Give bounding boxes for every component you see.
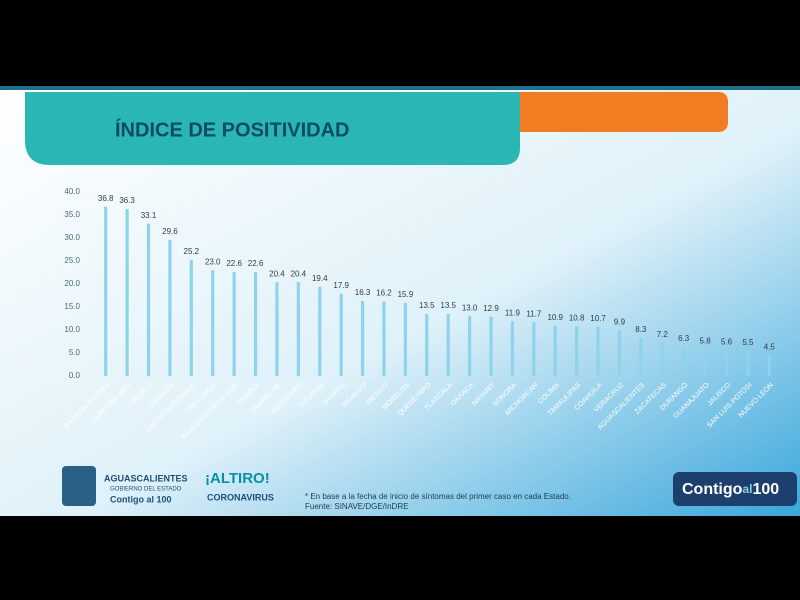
bar bbox=[617, 330, 622, 376]
bar bbox=[296, 282, 300, 376]
value-label: 20.4 bbox=[269, 269, 285, 278]
bar bbox=[339, 293, 343, 376]
value-label: 16.2 bbox=[376, 289, 392, 298]
bar bbox=[189, 260, 193, 376]
bar bbox=[253, 272, 258, 376]
value-label: 12.9 bbox=[483, 304, 499, 313]
bar bbox=[468, 316, 472, 376]
badge-box bbox=[673, 472, 797, 506]
state-slogan: Contigo al 100 bbox=[110, 494, 172, 504]
bar bbox=[660, 342, 664, 376]
value-label: 11.9 bbox=[505, 308, 521, 317]
badge-word: 100 bbox=[752, 481, 779, 498]
badge-word: Contigo bbox=[682, 481, 743, 498]
bar bbox=[639, 337, 643, 376]
bar bbox=[446, 313, 450, 376]
bar bbox=[724, 350, 729, 376]
value-label: 8.3 bbox=[635, 325, 647, 334]
value-label: 20.4 bbox=[291, 269, 307, 278]
value-label: 7.2 bbox=[657, 330, 669, 339]
bar bbox=[553, 325, 557, 376]
bar bbox=[146, 223, 151, 376]
y-tick-label: 35.0 bbox=[64, 210, 80, 219]
footnote: * En base a la fecha de inicio de síntom… bbox=[305, 492, 571, 501]
value-label: 13.0 bbox=[462, 303, 478, 312]
y-tick-label: 5.0 bbox=[69, 348, 81, 357]
y-tick-label: 20.0 bbox=[64, 279, 80, 288]
coat-of-arms bbox=[62, 466, 96, 506]
state-logo: AGUASCALIENTES GOBIERNO DEL ESTADO Conti… bbox=[62, 466, 188, 506]
bar bbox=[360, 301, 365, 376]
bar bbox=[532, 322, 536, 376]
bar bbox=[125, 209, 129, 376]
badge: Contigoal100 bbox=[673, 472, 797, 506]
bar bbox=[232, 272, 236, 376]
orange-banner bbox=[500, 92, 728, 132]
value-label: 36.8 bbox=[98, 194, 114, 203]
state-subtitle: GOBIERNO DEL ESTADO bbox=[110, 487, 182, 493]
y-tick-label: 25.0 bbox=[64, 256, 80, 265]
value-label: 9.9 bbox=[614, 318, 626, 327]
bar bbox=[403, 302, 407, 376]
value-label: 10.7 bbox=[590, 314, 606, 323]
value-label: 5.6 bbox=[721, 337, 733, 346]
badge-text: Contigoal100 bbox=[682, 481, 779, 498]
value-label: 22.6 bbox=[248, 259, 264, 268]
bar bbox=[703, 349, 707, 376]
bar bbox=[211, 270, 215, 376]
bar bbox=[425, 313, 429, 376]
bar bbox=[510, 321, 515, 376]
value-label: 4.5 bbox=[764, 342, 776, 351]
value-label: 5.8 bbox=[700, 336, 712, 345]
value-label: 29.6 bbox=[162, 227, 178, 236]
source: Fuente: SINAVE/DGE/InDRE bbox=[305, 502, 408, 511]
campaign-logo: ¡ALTIRO! CORONAVIRUS bbox=[205, 470, 274, 502]
bar bbox=[575, 326, 579, 376]
bar bbox=[596, 326, 600, 376]
title-banner bbox=[25, 92, 520, 165]
value-label: 36.3 bbox=[119, 196, 135, 205]
value-label: 6.3 bbox=[678, 334, 690, 343]
value-label: 17.9 bbox=[333, 281, 349, 290]
bar bbox=[382, 301, 386, 376]
value-label: 25.2 bbox=[184, 247, 200, 256]
top-strip bbox=[0, 86, 800, 90]
value-label: 10.9 bbox=[547, 313, 563, 322]
value-label: 13.5 bbox=[419, 301, 435, 310]
bar bbox=[318, 286, 322, 376]
value-label: 22.6 bbox=[226, 259, 242, 268]
value-label: 33.1 bbox=[141, 211, 157, 220]
state-name: AGUASCALIENTES bbox=[104, 473, 188, 483]
value-label: 16.3 bbox=[355, 288, 371, 297]
bar bbox=[767, 355, 771, 376]
y-tick-label: 0.0 bbox=[69, 371, 81, 380]
campaign-subtitle: CORONAVIRUS bbox=[207, 492, 274, 502]
y-tick-label: 15.0 bbox=[64, 302, 80, 311]
chart-title: ÍNDICE DE POSITIVIDAD bbox=[115, 118, 349, 141]
y-tick-label: 30.0 bbox=[64, 233, 80, 242]
y-tick-label: 10.0 bbox=[64, 325, 80, 334]
value-label: 5.5 bbox=[742, 338, 754, 347]
value-label: 15.9 bbox=[398, 290, 414, 299]
bar bbox=[104, 206, 108, 376]
bar bbox=[682, 347, 686, 376]
bar bbox=[489, 316, 493, 376]
campaign-name: ¡ALTIRO! bbox=[205, 470, 270, 487]
bar bbox=[275, 282, 279, 376]
badge-word: al bbox=[742, 482, 752, 496]
bar bbox=[168, 239, 172, 376]
y-tick-label: 40.0 bbox=[64, 187, 80, 196]
value-label: 11.7 bbox=[526, 309, 542, 318]
value-label: 10.8 bbox=[569, 313, 585, 322]
value-label: 19.4 bbox=[312, 274, 328, 283]
value-label: 23.0 bbox=[205, 257, 221, 266]
bar bbox=[746, 350, 750, 376]
value-label: 13.5 bbox=[440, 301, 456, 310]
